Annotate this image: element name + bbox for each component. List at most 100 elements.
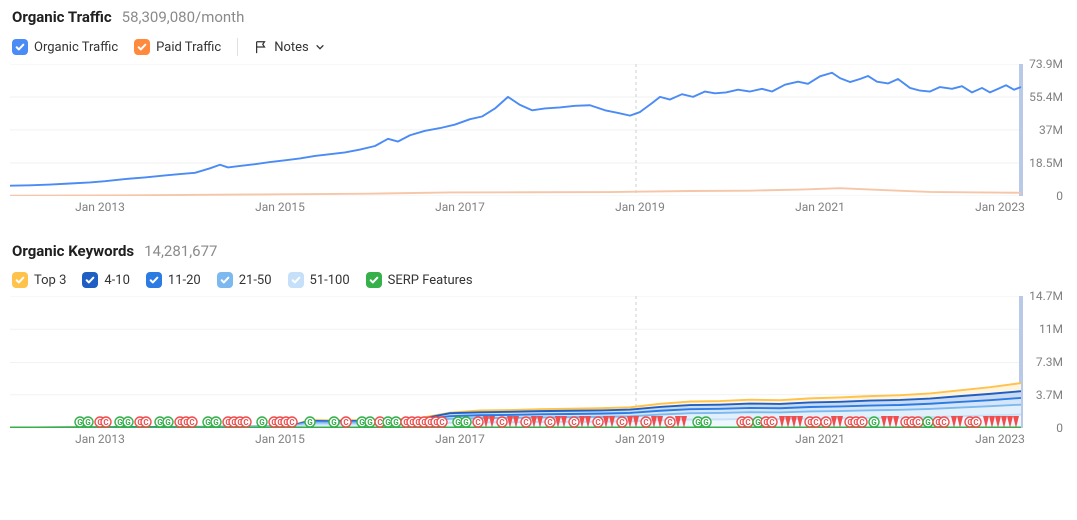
legend-item[interactable]: Top 3 (12, 272, 66, 288)
x-tick-label: Jan 2017 (435, 432, 485, 446)
traffic-legend-row: Organic Traffic Paid Traffic Notes (10, 38, 1067, 56)
x-tick-label: Jan 2023 (975, 200, 1025, 214)
keywords-x-axis: Jan 2013 Jan 2015 Jan 2017 Jan 2019 Jan 2021… (10, 428, 1067, 450)
x-tick-label: Jan 2019 (615, 200, 665, 214)
svg-text:C: C (475, 418, 480, 427)
svg-text:C: C (643, 418, 648, 427)
svg-text:C: C (377, 418, 382, 427)
x-tick-label: Jan 2023 (975, 432, 1025, 446)
flag-icon (254, 40, 268, 54)
svg-text:C: C (547, 418, 552, 427)
checkbox[interactable] (134, 39, 150, 55)
keywords-chart[interactable]: GGCCGGCCGGCCCGGCCCCGCCCCGGCGGCGGCCCCCCCG… (10, 296, 1067, 428)
section-value: 58,309,080/month (122, 8, 245, 26)
checkbox[interactable] (366, 272, 382, 288)
svg-text:C: C (189, 418, 194, 427)
svg-text:G: G (85, 418, 91, 427)
checkbox[interactable] (146, 272, 162, 288)
keywords-legend-row: Top 3 4-10 11-20 21-50 51-100 SERP Features (10, 272, 1067, 288)
x-tick-label: Jan 2013 (75, 432, 125, 446)
legend-label: 51-100 (310, 273, 350, 288)
organic-keywords-section: Organic Keywords 14,281,677 Top 3 4-10 11-… (10, 242, 1067, 450)
svg-text:C: C (595, 418, 600, 427)
checkbox[interactable] (12, 39, 28, 55)
svg-text:G: G (165, 418, 171, 427)
chevron-down-icon (315, 42, 325, 52)
legend-item[interactable]: 11-20 (146, 272, 201, 288)
svg-text:C: C (667, 418, 672, 427)
svg-text:C: C (439, 418, 444, 427)
y-tick-label: 3.7M (1036, 388, 1063, 402)
svg-text:C: C (571, 418, 576, 427)
legend-item[interactable]: Paid Traffic (134, 39, 221, 55)
svg-text:G: G (393, 418, 399, 427)
svg-text:C: C (769, 418, 774, 427)
y-tick-label: 7.3M (1036, 355, 1063, 369)
organic-traffic-section: Organic Traffic 58,309,080/month Organic… (10, 8, 1067, 218)
checkbox[interactable] (288, 272, 304, 288)
notes-button[interactable]: Notes (254, 40, 325, 55)
x-tick-label: Jan 2015 (255, 432, 305, 446)
legend-item[interactable]: SERP Features (366, 272, 473, 288)
section-value: 14,281,677 (144, 242, 217, 260)
y-tick-label: 14.7M (1029, 289, 1063, 303)
svg-text:C: C (859, 418, 864, 427)
y-tick-label: 37M (1039, 123, 1063, 137)
svg-text:C: C (823, 418, 828, 427)
svg-text:C: C (289, 418, 294, 427)
svg-text:C: C (499, 418, 504, 427)
traffic-x-axis: Jan 2013 Jan 2015 Jan 2017 Jan 2019 Jan 2021… (10, 196, 1067, 218)
section-header: Organic Keywords 14,281,677 (10, 242, 1067, 260)
svg-text:G: G (871, 418, 877, 427)
checkbox[interactable] (12, 272, 28, 288)
svg-text:C: C (243, 418, 248, 427)
svg-text:C: C (745, 418, 750, 427)
svg-text:C: C (973, 418, 978, 427)
x-tick-label: Jan 2021 (795, 432, 845, 446)
svg-text:G: G (367, 418, 373, 427)
svg-text:C: C (343, 418, 348, 427)
x-tick-label: Jan 2015 (255, 200, 305, 214)
y-tick-label: 18.5M (1029, 156, 1063, 170)
svg-text:G: G (331, 418, 337, 427)
svg-text:G: G (125, 418, 131, 427)
svg-text:C: C (103, 418, 108, 427)
legend-label: SERP Features (388, 273, 473, 288)
svg-text:C: C (523, 418, 528, 427)
x-tick-label: Jan 2013 (75, 200, 125, 214)
svg-text:G: G (703, 418, 709, 427)
svg-text:C: C (619, 418, 624, 427)
legend-item[interactable]: 51-100 (288, 272, 350, 288)
legend-label: 4-10 (104, 273, 130, 288)
y-tick-label: 55.4M (1029, 90, 1063, 104)
x-tick-label: Jan 2021 (795, 200, 845, 214)
legend-label: 21-50 (239, 273, 272, 288)
traffic-chart[interactable]: 018.5M37M55.4M73.9M (10, 64, 1067, 196)
x-tick-label: Jan 2019 (615, 432, 665, 446)
checkbox[interactable] (82, 272, 98, 288)
legend-label: Paid Traffic (156, 40, 221, 55)
svg-text:G: G (307, 418, 313, 427)
legend-label: Organic Traffic (34, 40, 118, 55)
legend-item[interactable]: 21-50 (217, 272, 272, 288)
svg-text:G: G (463, 418, 469, 427)
svg-text:C: C (813, 418, 818, 427)
svg-text:C: C (915, 418, 920, 427)
section-title: Organic Traffic (12, 8, 112, 26)
legend-label: Top 3 (34, 273, 66, 288)
section-title: Organic Keywords (12, 242, 134, 260)
x-tick-label: Jan 2017 (435, 200, 485, 214)
section-header: Organic Traffic 58,309,080/month (10, 8, 1067, 26)
svg-text:G: G (925, 418, 931, 427)
legend-label: 11-20 (168, 273, 201, 288)
checkbox[interactable] (217, 272, 233, 288)
svg-text:G: G (213, 418, 219, 427)
svg-text:C: C (941, 418, 946, 427)
legend-item[interactable]: Organic Traffic (12, 39, 118, 55)
legend-divider (237, 38, 238, 56)
svg-text:C: C (143, 418, 148, 427)
notes-label: Notes (274, 40, 309, 55)
svg-text:G: G (259, 418, 265, 427)
y-tick-label: 11M (1039, 322, 1063, 336)
legend-item[interactable]: 4-10 (82, 272, 130, 288)
